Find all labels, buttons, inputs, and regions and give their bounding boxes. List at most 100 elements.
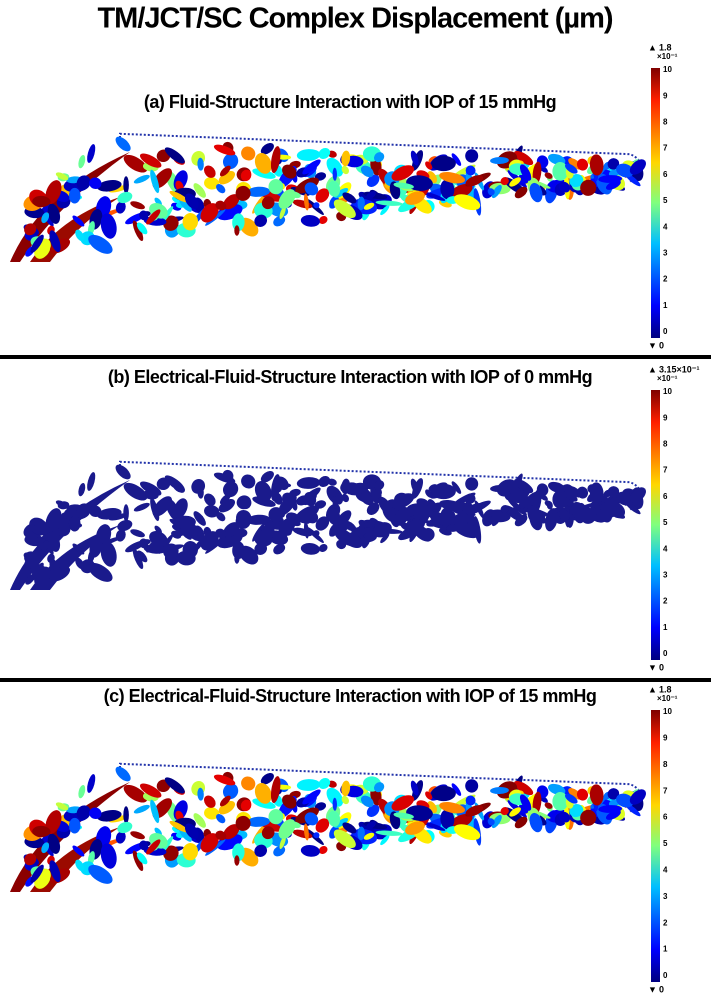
tissue-element	[218, 498, 236, 513]
tissue-element	[246, 186, 271, 197]
tissue-element	[88, 234, 113, 254]
tissue-element	[425, 489, 433, 498]
tissue-element	[341, 478, 351, 495]
colorbar-exponent: ×10⁻¹	[657, 694, 678, 703]
tissue-element	[605, 810, 621, 820]
tissue-element	[234, 855, 240, 866]
tissue-element	[197, 157, 204, 171]
tissue-element	[55, 802, 69, 811]
tissue-element	[342, 192, 357, 204]
crescent	[10, 480, 130, 590]
tissue-element	[115, 529, 126, 542]
tissue-element	[580, 809, 597, 826]
tissue-element	[366, 502, 380, 515]
tissue-element	[241, 474, 256, 489]
tissue-element	[117, 821, 133, 834]
colorbar-tick: 7	[663, 144, 668, 153]
tissue-element	[391, 493, 415, 509]
tissue-element	[215, 200, 227, 211]
tissue-element	[375, 200, 403, 206]
colorbar-tick: 8	[663, 118, 668, 127]
tissue-element	[123, 176, 129, 194]
tissue-element	[300, 543, 320, 555]
tissue-element	[360, 493, 374, 506]
tissue-element	[296, 149, 321, 161]
tissue-element	[203, 493, 216, 506]
colorbar-tick: 4	[663, 544, 668, 553]
tissue-element	[326, 157, 344, 177]
tissue-element	[55, 172, 69, 181]
tissue-element	[41, 540, 50, 552]
tissue-element	[164, 475, 185, 492]
tissue-element	[465, 805, 484, 817]
tissue-element	[115, 766, 131, 782]
tissue-element	[629, 789, 646, 805]
tissue-element	[569, 502, 584, 516]
tissue-element	[55, 500, 69, 509]
tissue-element	[179, 828, 192, 842]
tissue-element	[529, 812, 543, 833]
colorbar-tick: 6	[663, 813, 668, 822]
tissue-element	[154, 827, 162, 836]
tissue-element	[200, 531, 219, 551]
tissue-element	[605, 180, 621, 190]
tissue-element	[68, 515, 81, 532]
tissue-element	[260, 773, 274, 785]
tissue-element	[163, 543, 179, 559]
tissue-element	[123, 482, 148, 501]
tissue-element	[32, 523, 51, 536]
tissue-element	[133, 502, 150, 512]
tissue-element	[629, 487, 646, 503]
tissue-element	[558, 811, 571, 823]
tissue-element	[97, 180, 122, 192]
tissue-element	[500, 807, 509, 816]
tissue-element	[268, 507, 284, 523]
tissue-element	[333, 527, 356, 547]
tissue-element	[278, 517, 296, 537]
tissue-element	[234, 553, 240, 564]
tissue-element	[97, 508, 122, 520]
tissue-element	[139, 210, 149, 221]
tissue-element	[240, 799, 252, 812]
tissue-element	[45, 508, 62, 533]
tissue-element	[373, 152, 385, 163]
tissue-element	[440, 179, 455, 200]
tissue-element	[115, 201, 126, 214]
tissue-element	[365, 519, 376, 528]
tissue-element	[132, 220, 144, 242]
tissue-element	[75, 859, 85, 872]
tissue-element	[130, 529, 145, 538]
tissue-element	[184, 521, 199, 537]
tissue-element	[261, 826, 275, 840]
tissue-element	[139, 153, 162, 168]
tissue-element	[139, 481, 162, 496]
tissue-element	[315, 188, 330, 203]
tissue-element	[163, 215, 179, 231]
tissue-element	[213, 472, 236, 484]
tissue-element	[203, 795, 216, 808]
tissue-element	[49, 558, 61, 581]
tissue-element	[130, 831, 145, 840]
tissue-element	[100, 843, 117, 869]
tissue-element	[193, 813, 206, 828]
tissue-element	[270, 474, 281, 502]
tissue-element	[439, 802, 466, 814]
tissue-element	[150, 497, 160, 522]
tissue-element	[519, 794, 532, 811]
tissue-element	[268, 179, 284, 195]
tissue-element	[300, 215, 320, 227]
tissue-element	[313, 530, 320, 537]
tissue-element	[375, 830, 403, 836]
tissue-element	[357, 196, 365, 211]
tissue-element	[76, 805, 91, 820]
tissue-element	[146, 537, 161, 553]
tissue-element	[300, 845, 320, 857]
tissue-element	[425, 791, 433, 800]
colorbar	[651, 68, 660, 338]
tissue-element	[261, 524, 275, 538]
tissue-element	[197, 787, 204, 801]
tissue-element	[32, 195, 51, 208]
tissue-element	[254, 782, 272, 804]
tissue-element	[32, 825, 51, 838]
colorbar-tick: 8	[663, 760, 668, 769]
